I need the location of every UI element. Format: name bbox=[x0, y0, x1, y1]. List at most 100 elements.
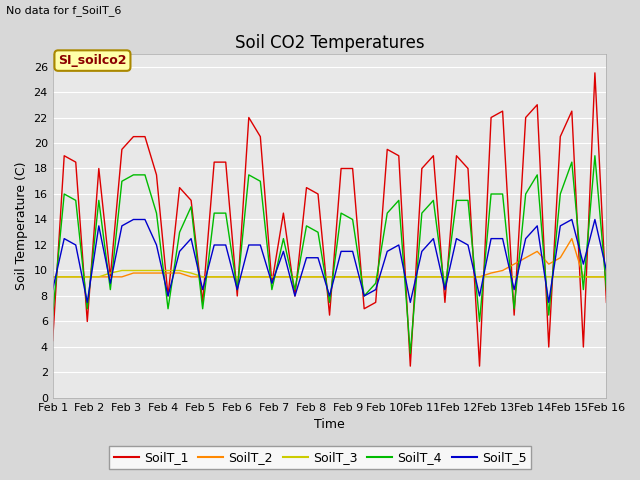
SoilT_3 bbox=[360, 274, 368, 280]
SoilT_5 bbox=[452, 236, 460, 241]
SoilT_3 bbox=[314, 274, 322, 280]
SoilT_1 bbox=[153, 172, 161, 178]
SoilT_2 bbox=[141, 270, 149, 276]
SoilT_4 bbox=[303, 223, 310, 229]
SoilT_5 bbox=[580, 261, 588, 267]
SoilT_1 bbox=[395, 153, 403, 158]
SoilT_4 bbox=[199, 306, 207, 312]
SoilT_3 bbox=[372, 274, 380, 280]
SoilT_4 bbox=[176, 229, 184, 235]
SoilT_1 bbox=[211, 159, 218, 165]
SoilT_4 bbox=[106, 287, 114, 292]
SoilT_3 bbox=[257, 274, 264, 280]
SoilT_3 bbox=[118, 268, 125, 274]
SoilT_2 bbox=[556, 255, 564, 261]
SoilT_2 bbox=[83, 274, 91, 280]
Line: SoilT_2: SoilT_2 bbox=[52, 239, 607, 277]
SoilT_5 bbox=[349, 249, 356, 254]
SoilT_3 bbox=[337, 274, 345, 280]
SoilT_2 bbox=[476, 274, 483, 280]
SoilT_1 bbox=[406, 363, 414, 369]
SoilT_5 bbox=[337, 249, 345, 254]
SoilT_5 bbox=[280, 249, 287, 254]
SoilT_3 bbox=[499, 274, 506, 280]
SoilT_5 bbox=[176, 249, 184, 254]
SoilT_1 bbox=[591, 70, 599, 76]
SoilT_3 bbox=[234, 274, 241, 280]
SoilT_2 bbox=[580, 274, 588, 280]
SoilT_4 bbox=[222, 210, 230, 216]
SoilT_4 bbox=[164, 306, 172, 312]
SoilT_1 bbox=[291, 293, 299, 299]
SoilT_4 bbox=[418, 210, 426, 216]
SoilT_4 bbox=[429, 197, 437, 203]
SoilT_3 bbox=[545, 274, 552, 280]
SoilT_3 bbox=[95, 274, 102, 280]
SoilT_3 bbox=[106, 270, 114, 276]
SoilT_5 bbox=[129, 216, 137, 222]
SoilT_5 bbox=[118, 223, 125, 229]
SoilT_5 bbox=[464, 242, 472, 248]
SoilT_2 bbox=[211, 274, 218, 280]
SoilT_3 bbox=[268, 274, 276, 280]
SoilT_2 bbox=[349, 274, 356, 280]
SoilT_4 bbox=[49, 312, 56, 318]
SoilT_4 bbox=[487, 191, 495, 197]
SoilT_4 bbox=[522, 191, 529, 197]
SoilT_4 bbox=[372, 280, 380, 286]
SoilT_1 bbox=[383, 146, 391, 152]
SoilT_4 bbox=[95, 197, 102, 203]
SoilT_5 bbox=[95, 223, 102, 229]
SoilT_2 bbox=[153, 270, 161, 276]
SoilT_4 bbox=[406, 350, 414, 356]
SoilT_2 bbox=[452, 274, 460, 280]
SoilT_2 bbox=[591, 274, 599, 280]
SoilT_2 bbox=[95, 274, 102, 280]
Line: SoilT_5: SoilT_5 bbox=[52, 219, 607, 302]
SoilT_4 bbox=[314, 229, 322, 235]
SoilT_5 bbox=[245, 242, 253, 248]
SoilT_4 bbox=[211, 210, 218, 216]
SoilT_1 bbox=[118, 146, 125, 152]
SoilT_1 bbox=[49, 338, 56, 344]
SoilT_1 bbox=[129, 134, 137, 140]
SoilT_3 bbox=[245, 274, 253, 280]
SoilT_4 bbox=[591, 153, 599, 158]
SoilT_3 bbox=[303, 274, 310, 280]
SoilT_2 bbox=[280, 274, 287, 280]
SoilT_4 bbox=[360, 293, 368, 299]
SoilT_3 bbox=[429, 274, 437, 280]
Legend: SoilT_1, SoilT_2, SoilT_3, SoilT_4, SoilT_5: SoilT_1, SoilT_2, SoilT_3, SoilT_4, Soil… bbox=[109, 446, 531, 469]
SoilT_1 bbox=[556, 134, 564, 140]
SoilT_1 bbox=[522, 115, 529, 120]
SoilT_5 bbox=[568, 216, 575, 222]
SoilT_4 bbox=[268, 287, 276, 292]
SoilT_5 bbox=[164, 293, 172, 299]
SoilT_2 bbox=[257, 274, 264, 280]
SoilT_3 bbox=[291, 274, 299, 280]
SoilT_4 bbox=[291, 287, 299, 292]
SoilT_1 bbox=[464, 166, 472, 171]
SoilT_2 bbox=[326, 274, 333, 280]
SoilT_1 bbox=[337, 166, 345, 171]
SoilT_2 bbox=[603, 274, 611, 280]
SoilT_2 bbox=[234, 274, 241, 280]
SoilT_4 bbox=[580, 287, 588, 292]
SoilT_3 bbox=[280, 274, 287, 280]
SoilT_5 bbox=[141, 216, 149, 222]
SoilT_4 bbox=[349, 216, 356, 222]
SoilT_3 bbox=[60, 274, 68, 280]
SoilT_1 bbox=[176, 185, 184, 191]
SoilT_5 bbox=[234, 287, 241, 292]
SoilT_2 bbox=[222, 274, 230, 280]
SoilT_5 bbox=[591, 216, 599, 222]
SoilT_5 bbox=[326, 293, 333, 299]
SoilT_1 bbox=[106, 274, 114, 280]
SoilT_5 bbox=[395, 242, 403, 248]
SoilT_4 bbox=[383, 210, 391, 216]
SoilT_2 bbox=[418, 274, 426, 280]
SoilT_5 bbox=[406, 300, 414, 305]
SoilT_1 bbox=[360, 306, 368, 312]
SoilT_5 bbox=[268, 280, 276, 286]
SoilT_4 bbox=[395, 197, 403, 203]
